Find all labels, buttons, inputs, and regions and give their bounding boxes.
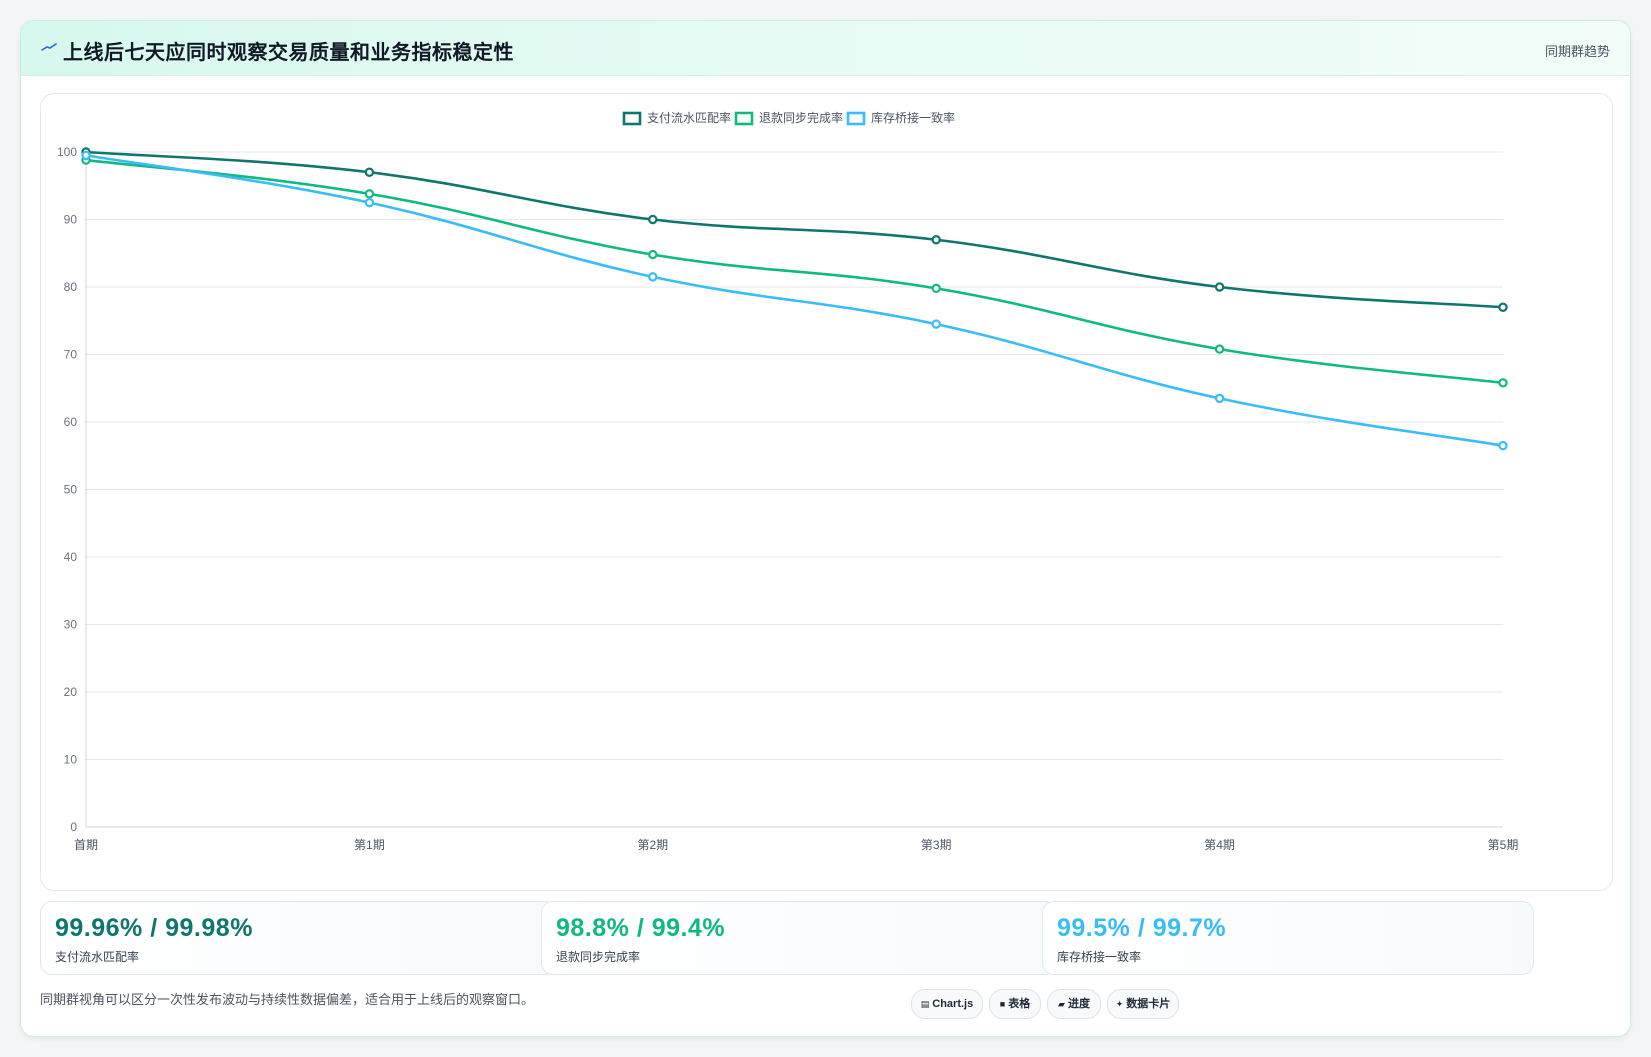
- stat-card-refund: 98.8% / 99.4% 退款同步完成率: [541, 901, 1058, 975]
- trend-line-icon: [41, 43, 57, 51]
- x-tick-label: 第3期: [921, 838, 952, 852]
- x-tick-label: 首期: [74, 838, 98, 852]
- x-tick-label: 第4期: [1204, 838, 1235, 852]
- footer-note: 同期群视角可以区分一次性发布波动与持续性数据偏差，适合用于上线后的观察窗口。: [40, 992, 535, 1007]
- stat-card-inventory: 99.5% / 99.7% 库存桥接一致率: [1042, 901, 1534, 975]
- chip-progress[interactable]: ▰ 进度: [1047, 989, 1101, 1019]
- stat-value: 99.96% / 99.98%: [55, 914, 253, 942]
- y-tick-label: 90: [64, 213, 78, 227]
- x-tick-label: 第1期: [354, 838, 385, 852]
- series-line-1: [85, 150, 1504, 309]
- data-point: [648, 272, 658, 282]
- legend-label: 退款同步完成率: [759, 110, 843, 125]
- table-icon: ■: [999, 999, 1006, 1009]
- line-chart: 0 10 20 30 40 50 60 70 80 90 100 首期 第1期 第2期 第3期 第4期 第5期 支…: [57, 110, 1519, 852]
- chip-label: 进度: [1067, 998, 1090, 1010]
- chip-label: 表格: [1008, 998, 1031, 1010]
- series-line-2: [85, 158, 1504, 385]
- data-point: [1214, 344, 1225, 354]
- data-point: [648, 249, 658, 260]
- chart-container: 0 10 20 30 40 50 60 70 80 90 100 首期 第1期 第2期 第3期 第4期 第5期 支…: [40, 93, 1613, 891]
- data-point: [364, 189, 375, 199]
- stat-label: 库存桥接一致率: [1057, 950, 1142, 964]
- legend-swatch: [622, 111, 642, 126]
- x-tick-label: 第5期: [1488, 838, 1519, 852]
- chip-table[interactable]: ■ 表格: [989, 989, 1041, 1019]
- data-point: [1498, 440, 1508, 451]
- y-tick-label: 50: [64, 483, 78, 497]
- progress-icon: ▰: [1058, 999, 1065, 1009]
- data-point: [1214, 282, 1225, 292]
- data-point: [1498, 378, 1508, 388]
- x-tick-label: 第2期: [637, 838, 668, 852]
- stat-cards: 99.96% / 99.98% 支付流水匹配率 98.8% / 99.4% 退款…: [40, 901, 1611, 975]
- stat-card-payment: 99.96% / 99.98% 支付流水匹配率: [40, 901, 557, 975]
- data-point: [931, 283, 941, 294]
- stat-label: 退款同步完成率: [556, 950, 641, 964]
- data-point: [931, 235, 941, 245]
- data-point: [364, 167, 375, 177]
- y-tick-label: 40: [64, 550, 78, 564]
- stat-value: 98.8% / 99.4%: [556, 914, 726, 942]
- legend-swatch: [846, 111, 866, 126]
- y-tick-label: 70: [64, 348, 78, 362]
- dashboard-card: 上线后七天应同时观察交易质量和业务指标稳定性 同期群趋势 0 10 20 30 40 50…: [20, 20, 1631, 1037]
- stat-label: 支付流水匹配率: [55, 950, 140, 964]
- data-point: [1498, 302, 1508, 312]
- y-tick-label: 20: [64, 685, 78, 699]
- cohort-trend-tag: 同期群趋势: [1544, 44, 1610, 59]
- data-point: [81, 150, 91, 161]
- data-point: [931, 319, 941, 329]
- legend-swatch: [734, 111, 754, 126]
- series-line-3: [85, 154, 1504, 447]
- page-title: 上线后七天应同时观察交易质量和业务指标稳定性: [63, 42, 514, 64]
- y-tick-label: 10: [64, 753, 78, 767]
- chip-data-card[interactable]: ✦ 数据卡片: [1107, 989, 1179, 1019]
- data-point: [648, 214, 658, 225]
- chip-chartjs[interactable]: ▤ Chart.js: [911, 989, 983, 1019]
- y-tick-label: 0: [70, 820, 77, 834]
- sparkle-icon: ✦: [1115, 999, 1124, 1009]
- y-tick-label: 60: [64, 415, 78, 429]
- data-point: [364, 197, 375, 208]
- card-header: 上线后七天应同时观察交易质量和业务指标稳定性 同期群趋势: [21, 21, 1630, 76]
- chip-label: Chart.js: [932, 998, 974, 1010]
- stat-value: 99.5% / 99.7%: [1057, 914, 1227, 942]
- legend-label: 支付流水匹配率: [647, 110, 731, 125]
- chip-label: 数据卡片: [1126, 998, 1171, 1010]
- data-point: [1214, 393, 1225, 404]
- y-tick-label: 100: [57, 145, 77, 159]
- y-tick-label: 80: [64, 280, 78, 294]
- chart-icon: ▤: [920, 999, 930, 1009]
- y-tick-label: 30: [64, 618, 78, 632]
- legend-label: 库存桥接一致率: [871, 110, 955, 125]
